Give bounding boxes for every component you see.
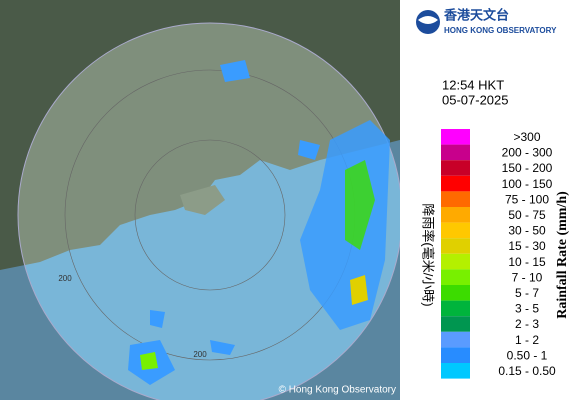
legend-label: 7 - 10	[512, 270, 543, 284]
legend-swatch	[441, 269, 470, 285]
logo-chinese: 香港天文台	[443, 7, 509, 22]
date: 05-07-2025	[442, 92, 509, 107]
legend-label: 150 - 200	[502, 161, 553, 175]
legend-swatch	[441, 238, 470, 254]
legend-swatch	[441, 347, 470, 363]
legend-title-chinese: 降雨率(毫米/小時)	[421, 203, 436, 306]
legend-label: >300	[513, 130, 540, 144]
legend-swatch	[441, 160, 470, 176]
map	[0, 0, 400, 400]
legend-label: 0.15 - 0.50	[498, 364, 556, 378]
logo-english: HONG KONG OBSERVATORY	[444, 26, 557, 35]
legend-swatch	[441, 129, 470, 145]
legend-label: 1 - 2	[515, 333, 539, 347]
logo: 香港天文台 HONG KONG OBSERVATORY	[416, 7, 557, 35]
legend-title: Rainfall Rate (mm/h)	[555, 191, 570, 319]
ring-label: 200	[58, 274, 72, 283]
legend-swatch	[441, 175, 470, 192]
legend-label: 200 - 300	[502, 146, 553, 160]
legend-swatch	[441, 191, 470, 207]
legend-label: 0.50 - 1	[507, 348, 548, 362]
legend-swatch	[441, 316, 470, 332]
legend-label: 75 - 100	[505, 192, 549, 206]
time: 12:54 HKT	[442, 77, 504, 92]
legend-label: 50 - 75	[508, 208, 546, 222]
legend-swatch	[441, 331, 470, 348]
legend-swatch	[441, 300, 470, 317]
legend-label: 3 - 5	[515, 302, 539, 316]
legend-swatch	[441, 207, 470, 223]
ring-label: 200	[193, 350, 207, 359]
legend-label: 2 - 3	[515, 317, 539, 331]
legend-label: 10 - 15	[508, 255, 546, 269]
rain-echoes	[128, 60, 390, 385]
legend-swatch	[441, 144, 470, 161]
legend-label: 5 - 7	[515, 286, 539, 300]
legend-swatch	[441, 253, 470, 270]
legend-swatch	[441, 363, 470, 379]
legend-label: 15 - 30	[508, 239, 546, 253]
legend-swatch	[441, 285, 470, 301]
legend-swatch	[441, 222, 470, 239]
legend-label: 30 - 50	[508, 224, 546, 238]
legend-label: 100 - 150	[502, 177, 553, 191]
copyright: © Hong Kong Observatory	[279, 385, 396, 396]
